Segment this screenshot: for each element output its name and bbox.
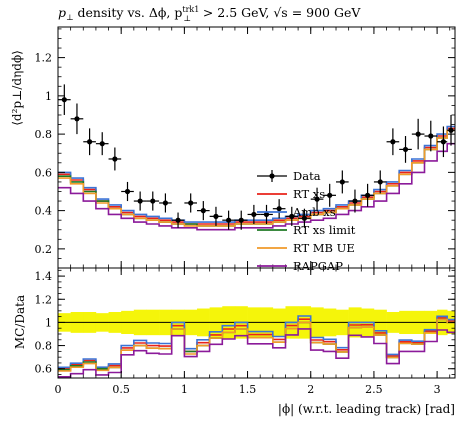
main-y-tick-label: 1.2	[35, 52, 53, 65]
svg-text:Data: Data	[293, 169, 321, 183]
ratio-plot-frame	[57, 267, 456, 379]
data-point	[146, 191, 160, 211]
main-y-tick-label: 0.4	[35, 205, 53, 218]
data-point	[447, 114, 455, 146]
data-point	[234, 210, 248, 230]
x-axis-label: |ϕ| (w.r.t. leading track) [rad]	[278, 402, 455, 416]
main-series-rt-mb-ue	[58, 129, 455, 227]
data-point	[298, 208, 311, 228]
data-point	[336, 170, 349, 194]
legend-entry-amb-xs: Amb xs	[257, 205, 336, 219]
legend-entry-rt-xs-limit: RT xs limit	[257, 223, 356, 237]
data-point	[184, 193, 198, 213]
main-plot-frame	[57, 26, 456, 269]
x-tick-label: 2	[307, 383, 314, 396]
x-tick-label: 1.5	[239, 383, 257, 396]
data-point	[348, 189, 362, 213]
svg-text:Amb xs: Amb xs	[292, 205, 336, 219]
data-point	[209, 206, 223, 226]
svg-text:RT MB UE: RT MB UE	[293, 241, 355, 255]
data-point	[373, 170, 387, 194]
x-tick-label: 2.5	[365, 383, 383, 396]
data-point	[285, 206, 299, 226]
ratio-y-tick-label: 0.8	[35, 340, 53, 353]
main-series-rapgap	[58, 142, 455, 231]
x-tick-label: 3	[434, 383, 441, 396]
ratio-plot-area: 0.6 0.8 1 1.2 1.4 0 0.5 1 1.5 2 2.5 3	[35, 267, 456, 396]
x-tick-label: 0.5	[112, 383, 130, 396]
data-point	[95, 132, 109, 156]
data-point	[70, 103, 84, 135]
data-point	[121, 181, 134, 202]
data-point	[272, 199, 286, 219]
legend-entry-data: Data	[257, 169, 321, 183]
legend: Data RT xs Amb xs RT xs limit RT MB UE RAPGAP	[257, 169, 356, 273]
chart-title: p⊥ density vs. Δϕ, ptrk1 ⊥ > 2.5 GeV, √s …	[58, 5, 361, 23]
data-point	[58, 84, 71, 115]
svg-text:RAPGAP: RAPGAP	[293, 259, 343, 273]
ratio-y-axis-label: MC/Data	[13, 295, 27, 349]
main-series-amb-xs	[58, 125, 455, 223]
legend-entry-rt-xs: RT xs	[257, 187, 325, 201]
data-point	[310, 187, 324, 211]
ratio-y-tick-label: 1.4	[35, 270, 53, 283]
ratio-y-tick-label: 1	[45, 316, 52, 329]
data-point	[260, 204, 273, 225]
data-point	[323, 183, 337, 207]
main-series-rt-xs	[58, 127, 455, 225]
ratio-series-rt-mb-ue	[58, 318, 455, 372]
data-point	[437, 126, 448, 158]
data-point	[197, 201, 210, 221]
legend-entry-rapgap: RAPGAP	[257, 259, 343, 273]
data-point	[159, 193, 172, 213]
x-tick-label: 0	[55, 383, 62, 396]
main-y-tick-label: 0.2	[35, 243, 53, 256]
ratio-series-amb-xs	[58, 315, 455, 369]
ratio-y-tick-label: 1.2	[35, 293, 53, 306]
data-point	[108, 147, 122, 171]
svg-text:RT xs limit: RT xs limit	[293, 223, 356, 237]
main-y-tick-label: 1	[45, 90, 52, 103]
legend-entry-rt-mb-ue: RT MB UE	[257, 241, 355, 255]
ratio-y-tick-label: 0.6	[35, 363, 53, 376]
data-point	[133, 191, 147, 211]
main-y-axis-label: ⟨d²p⊥/dηdϕ⟩	[10, 50, 24, 126]
ratio-series-rt-xs	[58, 317, 455, 370]
data-point	[361, 183, 374, 207]
main-y-tick-label: 0.6	[35, 166, 53, 179]
svg-text:RT xs: RT xs	[293, 187, 325, 201]
data-point	[83, 128, 96, 156]
x-tick-label: 1	[181, 383, 188, 396]
data-point	[247, 204, 261, 225]
main-series-rt-xs-limit	[58, 129, 455, 227]
main-y-tick-label: 0.8	[35, 128, 53, 141]
ratio-series-rapgap	[58, 328, 455, 378]
data-point	[411, 118, 425, 150]
data-point	[424, 120, 438, 152]
data-point	[386, 128, 400, 156]
data-point	[399, 136, 412, 163]
main-plot-area: 0.2 0.4 0.6 0.8 1 1.2	[35, 26, 456, 269]
data-point	[171, 212, 185, 228]
data-point	[222, 210, 235, 230]
